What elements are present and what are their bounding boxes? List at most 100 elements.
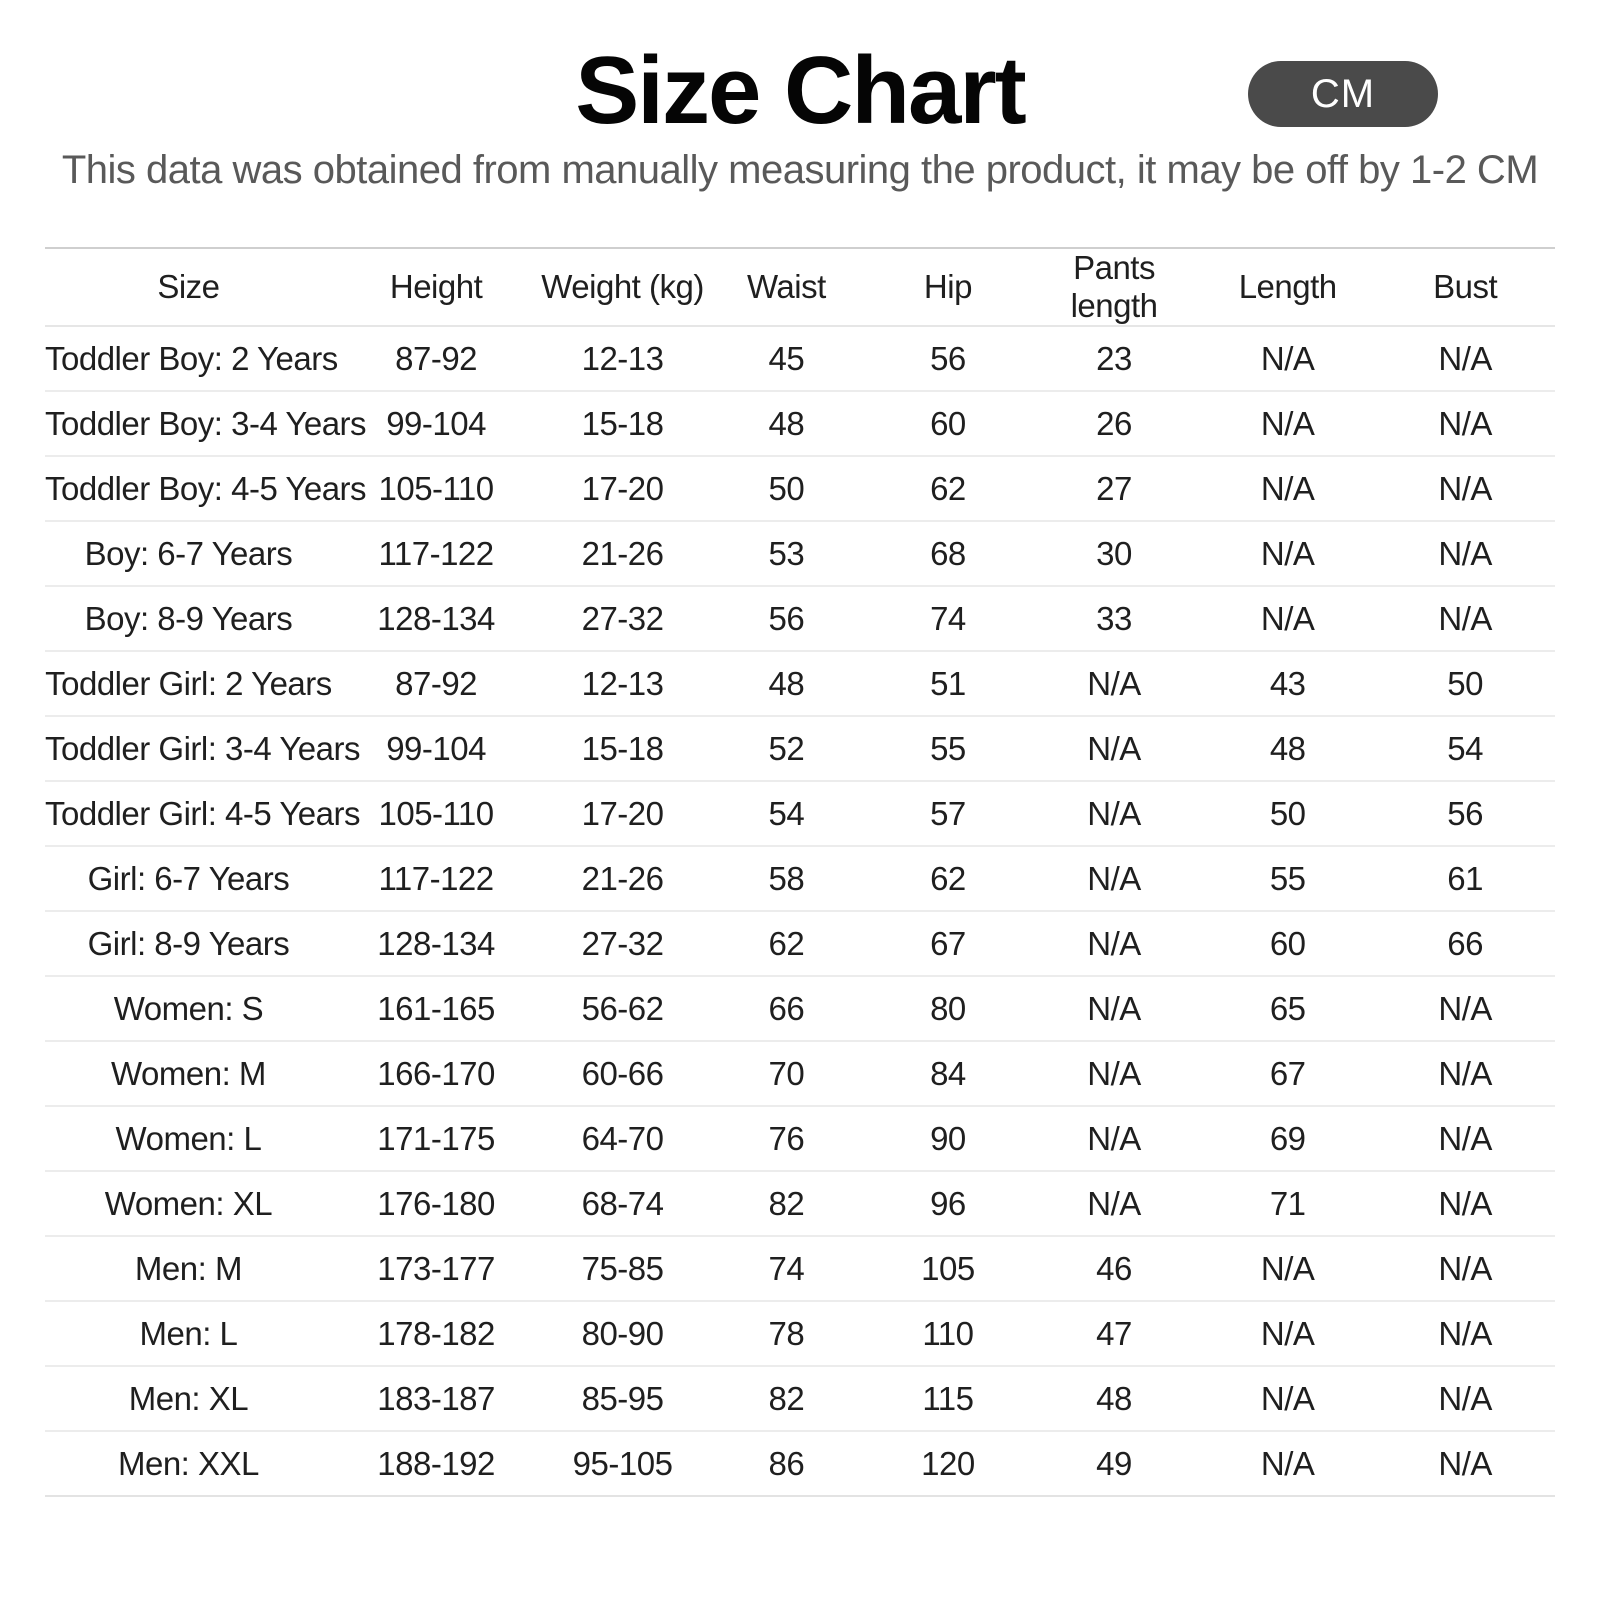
measurement-cell: 55 bbox=[1200, 846, 1376, 912]
measurement-cell: 43 bbox=[1200, 651, 1376, 717]
measurement-cell: 87-92 bbox=[331, 326, 541, 392]
measurement-cell: 66 bbox=[1375, 911, 1555, 977]
size-label-cell: Toddler Boy: 3-4 Years bbox=[45, 391, 367, 457]
measurement-cell: 76 bbox=[704, 1106, 868, 1172]
measurement-cell: 54 bbox=[704, 781, 868, 847]
measurement-cell: 56 bbox=[704, 586, 868, 652]
measurement-cell: 51 bbox=[867, 651, 1028, 717]
measurement-cell: 56 bbox=[867, 326, 1028, 392]
measurement-cell: 166-170 bbox=[331, 1041, 541, 1107]
measurement-cell: 12-13 bbox=[540, 326, 705, 392]
measurement-cell: 95-105 bbox=[572, 1444, 673, 1482]
measurement-cell: 117-122 bbox=[331, 521, 541, 587]
measurement-cell: N/A bbox=[1375, 976, 1555, 1042]
unit-toggle-badge[interactable]: CM bbox=[1248, 61, 1438, 127]
measurement-cell: 78 bbox=[704, 1301, 868, 1367]
column-header: Hip bbox=[867, 248, 1028, 327]
measurement-cell: 173-177 bbox=[331, 1236, 541, 1302]
column-header: Size bbox=[45, 248, 332, 327]
column-header: Weight (kg) bbox=[540, 248, 705, 327]
measurement-cell: 27 bbox=[1027, 456, 1201, 522]
measurement-cell: 60-66 bbox=[540, 1041, 705, 1107]
measurement-cell: 56-62 bbox=[540, 976, 705, 1042]
measurement-cell: 120 bbox=[921, 1444, 975, 1482]
size-label-cell: Men: M bbox=[45, 1236, 332, 1302]
column-header: Height bbox=[331, 248, 541, 327]
measurement-cell: 15-18 bbox=[540, 391, 705, 457]
measurement-cell: 161-165 bbox=[331, 976, 541, 1042]
measurement-cell: 57 bbox=[867, 781, 1028, 847]
measurement-cell: N/A bbox=[1027, 716, 1201, 782]
measurement-cell: 62 bbox=[867, 846, 1028, 912]
measurement-cell: N/A bbox=[1027, 1171, 1201, 1237]
measurement-cell: 178-182 bbox=[331, 1301, 541, 1367]
measurement-cell: 188-192 bbox=[377, 1444, 495, 1482]
table-row: Women: L 171-175 64-70 76 90 N/A 69 N/A bbox=[45, 1106, 1555, 1172]
size-label-cell: Toddler Boy: 2 Years bbox=[45, 326, 338, 392]
measurement-cell: 56 bbox=[1375, 781, 1555, 847]
measurement-cell: 67 bbox=[1200, 1041, 1376, 1107]
measurement-cell: 105 bbox=[867, 1236, 1028, 1302]
measurement-cell: N/A bbox=[1375, 391, 1555, 457]
measurement-cell: N/A bbox=[1375, 521, 1555, 587]
measurement-cell: 12-13 bbox=[540, 651, 705, 717]
table-row: Girl: 8-9 Years 128-134 27-32 62 67 N/A 60 66 bbox=[45, 911, 1555, 977]
measurement-cell: 49 bbox=[1096, 1444, 1132, 1482]
table-row: Boy: 8-9 Years 128-134 27-32 56 74 33 N/A N/A bbox=[45, 586, 1555, 652]
measurement-cell: N/A bbox=[1375, 1106, 1555, 1172]
table-row: Men: L 178-182 80-90 78 110 47 N/A N/A bbox=[45, 1301, 1555, 1367]
measurement-cell: 82 bbox=[704, 1171, 868, 1237]
measurement-cell: 60 bbox=[867, 391, 1028, 457]
measurement-cell: 74 bbox=[867, 586, 1028, 652]
measurement-cell: 62 bbox=[704, 911, 868, 977]
measurement-cell: N/A bbox=[1200, 456, 1376, 522]
size-label-cell: Men: L bbox=[45, 1301, 332, 1367]
measurement-cell: 50 bbox=[1375, 651, 1555, 717]
measurement-cell: N/A bbox=[1260, 1444, 1315, 1482]
measurement-cell: 62 bbox=[867, 456, 1028, 522]
size-label-cell: Toddler Boy: 4-5 Years bbox=[45, 456, 367, 522]
table-row: Men: XL 183-187 85-95 82 115 48 N/A N/A bbox=[45, 1366, 1555, 1432]
measurement-cell: N/A bbox=[1200, 521, 1376, 587]
measurement-cell: N/A bbox=[1375, 1301, 1555, 1367]
measurement-cell: 50 bbox=[704, 456, 868, 522]
measurement-cell: N/A bbox=[1375, 586, 1555, 652]
measurement-cell: 48 bbox=[1027, 1366, 1201, 1432]
measurement-cell: 87-92 bbox=[331, 651, 541, 717]
measurement-cell: 60 bbox=[1200, 911, 1376, 977]
measurement-cell: 171-175 bbox=[331, 1106, 541, 1172]
measurement-cell: 58 bbox=[704, 846, 868, 912]
measurement-cell: 80-90 bbox=[540, 1301, 705, 1367]
measurement-cell: N/A bbox=[1200, 1366, 1376, 1432]
measurement-cell: 117-122 bbox=[331, 846, 541, 912]
measurement-cell: 75-85 bbox=[540, 1236, 705, 1302]
size-table-container: Size Height Weight (kg) Waist Hip Pants lengt… bbox=[45, 247, 1555, 1497]
measurement-cell: N/A bbox=[1438, 1444, 1492, 1482]
measurement-cell: 69 bbox=[1200, 1106, 1376, 1172]
table-row: Toddler Boy: 2 Years 87-92 12-13 45 56 23 N/A N… bbox=[45, 326, 1555, 392]
page-title: Size Chart bbox=[575, 37, 1026, 144]
measurement-cell: 47 bbox=[1027, 1301, 1201, 1367]
measurement-disclaimer: This data was obtained from manually mea… bbox=[61, 148, 1539, 192]
measurement-cell: 85-95 bbox=[540, 1366, 705, 1432]
measurement-cell: 176-180 bbox=[331, 1171, 541, 1237]
measurement-cell: N/A bbox=[1027, 1106, 1201, 1172]
measurement-cell: 21-26 bbox=[540, 846, 705, 912]
measurement-cell: N/A bbox=[1027, 911, 1201, 977]
table-row: Men: XXL 188-192 95-105 86 120 49 N/A N/A bbox=[45, 1431, 1555, 1496]
measurement-cell: N/A bbox=[1200, 1236, 1376, 1302]
size-label-cell: Women: M bbox=[45, 1041, 332, 1107]
measurement-cell: N/A bbox=[1200, 326, 1376, 392]
table-row: Toddler Boy: 3-4 Years 99-104 15-18 48 60 26 N… bbox=[45, 391, 1555, 457]
measurement-cell: 54 bbox=[1375, 716, 1555, 782]
measurement-cell: 48 bbox=[704, 391, 868, 457]
measurement-cell: 21-26 bbox=[540, 521, 705, 587]
measurement-cell: 33 bbox=[1027, 586, 1201, 652]
measurement-cell: 50 bbox=[1200, 781, 1376, 847]
column-header: Length bbox=[1200, 248, 1376, 327]
size-label-cell: Men: XXL bbox=[117, 1444, 259, 1482]
measurement-cell: 48 bbox=[704, 651, 868, 717]
table-row: Girl: 6-7 Years 117-122 21-26 58 62 N/A 55 61 bbox=[45, 846, 1555, 912]
size-label-cell: Toddler Girl: 3-4 Years bbox=[45, 716, 361, 782]
